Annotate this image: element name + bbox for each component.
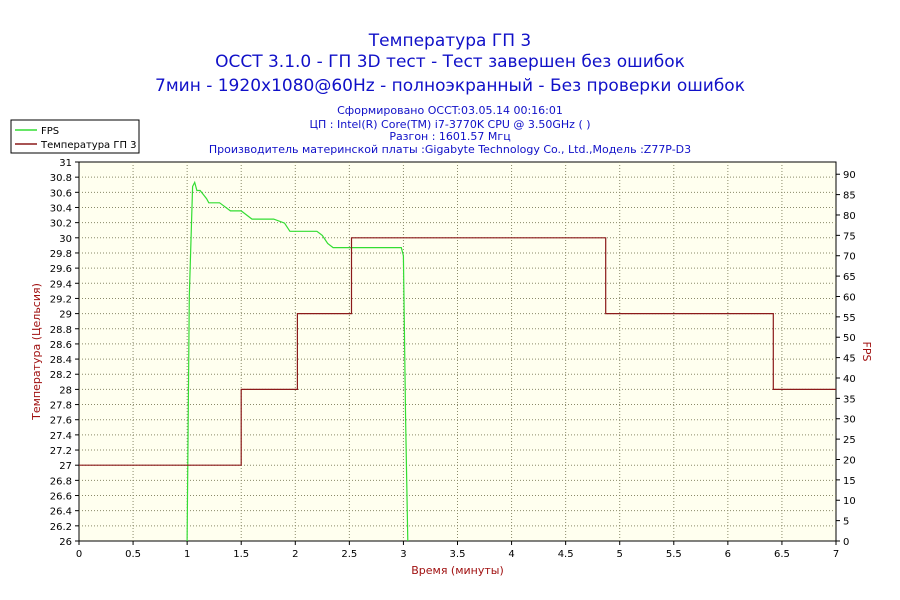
y-right-tick-label: 10 [843,496,856,507]
y-right-tick-label: 60 [843,292,856,303]
x-tick-label: 5.5 [666,549,682,560]
x-tick-label: 4.5 [558,549,574,560]
y-left-tick-label: 30.8 [50,173,72,184]
y-axis-right: 0 5 10 15 20 25 30 35 40 45 50 55 60 65 70 75 80 85 90 [836,170,856,548]
y-left-tick-label: 28.6 [50,340,72,351]
x-tick-label: 3.5 [450,549,466,560]
y-axis-right-label: FPS [860,342,873,362]
y-right-tick-label: 35 [843,394,856,405]
title-line: 7мин - 1920x1080@60Hz - полноэкранный - … [155,76,745,96]
y-left-tick-label: 28.2 [50,370,72,381]
y-right-tick-label: 90 [843,170,856,181]
y-right-tick-label: 20 [843,455,856,466]
x-tick-label: 6 [725,549,731,560]
y-left-tick-label: 29.6 [50,264,72,275]
y-left-tick-label: 30.2 [50,219,72,230]
y-left-tick-label: 30.6 [50,188,72,199]
y-left-tick-label: 29.2 [50,294,72,305]
y-left-tick-label: 26 [59,537,72,548]
x-axis: 0 0.5 1 1.5 2 2.5 3 3.5 4 4.5 5 5.5 6 6.5 7 [76,541,839,560]
y-right-tick-label: 50 [843,333,856,344]
y-left-tick-label: 28.8 [50,325,72,336]
y-axis-left: 26 26.2 26.4 26.6 26.8 27 27.2 27.4 27.6 27.8 28 28… [50,158,79,548]
x-tick-label: 0.5 [125,549,141,560]
y-left-tick-label: 26.4 [50,507,72,518]
x-tick-label: 2 [292,549,298,560]
y-right-tick-label: 30 [843,415,856,426]
y-left-tick-label: 29.4 [50,279,72,290]
y-left-tick-label: 27.8 [50,401,72,412]
y-left-tick-label: 26.6 [50,492,72,503]
series-layer [79,180,836,542]
y-right-tick-label: 55 [843,313,856,324]
y-left-tick-label: 27.6 [50,416,72,427]
y-left-tick-label: 28 [59,385,72,396]
series-line-fps [186,180,409,542]
y-right-tick-label: 70 [843,252,856,263]
y-left-tick-label: 26.2 [50,522,72,533]
x-tick-label: 6.5 [774,549,790,560]
y-axis-left-label: Температура (Цельсия) [30,283,43,421]
x-tick-label: 4 [508,549,514,560]
y-right-tick-label: 65 [843,272,856,283]
info-line: ЦП : Intel(R) Core(TM) i7-3770K CPU @ 3.… [309,118,590,131]
y-left-tick-label: 30 [59,234,72,245]
legend-label: Температура ГП 3 [40,140,137,151]
y-left-tick-label: 30.4 [50,203,72,214]
x-tick-label: 2.5 [341,549,357,560]
y-right-tick-label: 45 [843,354,856,365]
info-line: Сформировано OCCT:03.05.14 00:16:01 [337,104,563,117]
y-left-tick-label: 26.8 [50,476,72,487]
x-axis-label: Время (минуты) [411,564,504,577]
x-tick-label: 3 [400,549,406,560]
y-left-tick-label: 29 [59,310,72,321]
y-left-tick-label: 28.4 [50,355,72,366]
title-line: Температура ГП 3 [368,31,531,51]
x-tick-label: 7 [833,549,839,560]
y-left-tick-label: 27.4 [50,431,72,442]
legend: FPS Температура ГП 3 [10,119,140,154]
y-left-tick-label: 29.8 [50,249,72,260]
y-right-tick-label: 25 [843,435,856,446]
series-line-temperature [79,237,836,466]
x-tick-label: 1.5 [233,549,249,560]
y-left-tick-label: 27.2 [50,446,72,457]
y-left-tick-label: 31 [59,158,72,169]
info-line: Разгон : 1601.57 Мгц [389,130,510,143]
grid [79,162,836,541]
x-tick-label: 5 [617,549,623,560]
y-right-tick-label: 0 [843,537,849,548]
legend-box [10,119,140,154]
y-left-tick-label: 27 [59,461,72,472]
y-right-tick-label: 40 [843,374,856,385]
legend-label: FPS [41,126,59,137]
title-line: OCCT 3.1.0 - ГП 3D тест - Тест завершен … [215,52,685,72]
info-line: Производитель материнской платы :Gigabyt… [209,143,691,156]
y-right-tick-label: 15 [843,476,856,487]
y-right-tick-label: 5 [843,517,849,528]
y-right-tick-label: 80 [843,211,856,222]
x-tick-label: 1 [184,549,190,560]
x-tick-label: 0 [76,549,82,560]
y-right-tick-label: 75 [843,231,856,242]
y-right-tick-label: 85 [843,191,856,202]
